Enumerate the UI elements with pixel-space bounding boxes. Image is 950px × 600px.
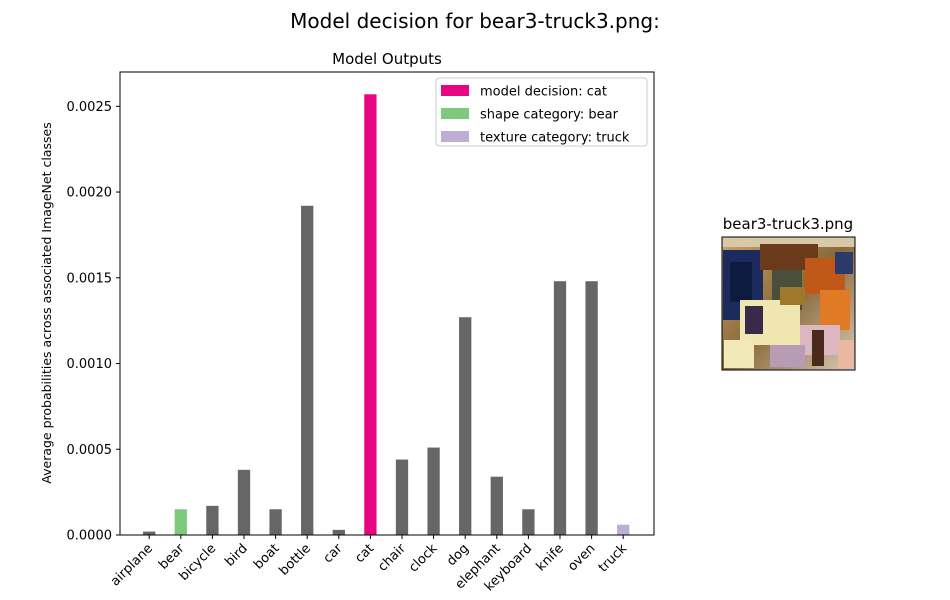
bar-boat (269, 509, 282, 535)
x-tick-label: cat (352, 541, 377, 566)
x-tick-label: airplane (108, 541, 156, 589)
stimulus-thumbnail: bear3-truck3.png (721, 215, 856, 371)
legend-label-shape: shape category: bear (480, 108, 619, 123)
bar-elephant (490, 476, 503, 535)
bar-truck (617, 524, 630, 535)
x-tick-label: bird (222, 541, 250, 569)
bar-knife (553, 281, 567, 535)
x-tick-label: car (321, 541, 347, 567)
bar-oven (585, 281, 598, 535)
x-tick-label: oven (565, 541, 598, 574)
legend-label-decision: model decision: cat (480, 85, 607, 100)
x-tick-label: clock (406, 541, 441, 576)
bar-bird (237, 469, 251, 535)
x-tick-label: truck (596, 541, 631, 576)
y-tick-label: 0.0025 (67, 100, 113, 115)
x-tick-label: knife (534, 541, 567, 574)
y-tick-label: 0.0010 (67, 357, 113, 372)
bar-bear (174, 509, 187, 535)
thumbnail-title: bear3-truck3.png (723, 215, 853, 233)
legend-swatch-decision (441, 85, 469, 96)
bar-chart: Model Outputs Average probabilities acro… (39, 50, 655, 594)
legend-label-texture: texture category: truck (480, 131, 630, 146)
bar-group (143, 94, 630, 535)
bar-dog (459, 317, 472, 535)
y-tick-label: 0.0015 (67, 271, 113, 286)
legend-swatch-shape (441, 108, 469, 119)
legend-box (435, 77, 648, 147)
bar-keyboard (522, 509, 535, 535)
figure-suptitle: Model decision for bear3-truck3.png: (290, 9, 660, 33)
bar-car (332, 529, 345, 535)
y-tick-label: 0.0020 (67, 186, 113, 201)
bar-airplane (143, 531, 156, 535)
y-tick-label: 0.0000 (67, 529, 113, 544)
x-tick-label: chair (375, 541, 409, 575)
chart-legend: model decision: cat shape category: bear t… (435, 77, 648, 147)
stimulus-image (721, 236, 856, 371)
y-axis-label: Average probabilities across associated … (39, 122, 54, 483)
bar-bicycle (206, 505, 219, 535)
y-axis-ticks: 0.0000 0.0005 0.0010 0.0015 0.0020 0.0025 (67, 100, 120, 544)
bar-chair (395, 459, 409, 535)
legend-swatch-texture (441, 131, 469, 142)
y-tick-label: 0.0005 (67, 443, 113, 458)
bar-bottle (301, 205, 314, 535)
bar-cat (364, 94, 377, 535)
x-tick-label: bottle (277, 541, 314, 578)
chart-title: Model Outputs (332, 50, 442, 68)
plot-frame (119, 71, 655, 536)
bar-clock (427, 447, 440, 535)
x-tick-label: dog (444, 541, 472, 569)
